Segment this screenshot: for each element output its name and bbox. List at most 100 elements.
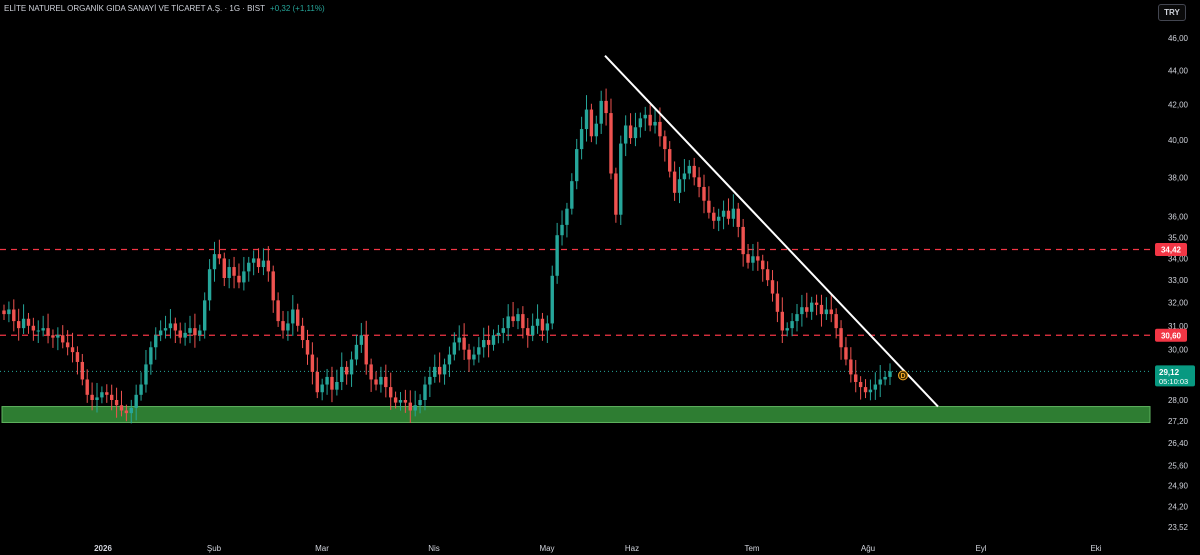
candle-body: [16, 321, 21, 329]
candle-body: [168, 323, 173, 329]
candle-body: [751, 256, 755, 263]
candle-body: [359, 335, 364, 345]
bar-countdown: 05:10:03: [1159, 377, 1188, 386]
candle-body: [477, 347, 481, 355]
candle-body: [398, 400, 403, 403]
candle-body: [2, 310, 6, 315]
candle-body: [51, 335, 55, 338]
candle-body: [834, 314, 838, 329]
candle-body: [286, 323, 290, 331]
candle-body: [340, 366, 344, 382]
candle-body: [70, 347, 75, 353]
candle-body: [619, 143, 623, 215]
candle-body: [716, 216, 721, 221]
y-tick-label: 38,00: [1168, 173, 1189, 182]
candle-body: [731, 208, 736, 219]
candle-body: [237, 275, 241, 283]
candle-body: [775, 293, 780, 312]
resistance-trendline: [604, 54, 939, 408]
candle-body: [795, 314, 799, 322]
candle-body: [403, 400, 408, 403]
candle-body: [188, 328, 192, 333]
candle-body: [251, 258, 256, 263]
candle-body: [85, 379, 89, 395]
candle-body: [805, 307, 809, 312]
candle-body: [560, 224, 564, 236]
candle-body: [844, 347, 848, 360]
y-tick-label: 26,40: [1168, 439, 1189, 448]
candle-body: [222, 258, 226, 278]
dividend-label: D: [900, 373, 905, 380]
candle-body: [589, 109, 594, 137]
candle-body: [555, 235, 559, 276]
candle-body: [687, 165, 692, 174]
candle-body: [109, 394, 114, 400]
y-tick-label: 25,60: [1168, 461, 1189, 470]
y-tick-label: 44,00: [1168, 66, 1189, 75]
candle-body: [594, 123, 598, 137]
x-tick-label: Şub: [207, 544, 222, 553]
candle-body: [526, 328, 530, 336]
candle-body: [178, 330, 182, 338]
support-zone: [1, 406, 1151, 423]
candle-body: [511, 316, 515, 322]
candle-body: [785, 328, 789, 331]
candle-body: [276, 300, 280, 322]
candle-body: [158, 330, 163, 336]
x-tick-label: Ağu: [861, 544, 875, 553]
candle-body: [570, 181, 574, 209]
y-tick-label: 32,00: [1168, 299, 1189, 308]
x-tick-label: Eki: [1090, 544, 1101, 553]
candle-body: [491, 335, 496, 345]
candle-body: [217, 254, 222, 259]
candle-body: [56, 335, 60, 338]
candle-body: [41, 328, 45, 331]
candle-body: [261, 260, 266, 268]
candle-body: [271, 271, 275, 301]
x-tick-label: Eyl: [975, 544, 986, 553]
candle-body: [486, 340, 491, 345]
candle-body: [482, 340, 486, 348]
candle-body: [100, 392, 104, 398]
level-price-tag: 34,42: [1155, 242, 1187, 256]
level-tag-label: 30,60: [1161, 331, 1182, 340]
candle-body: [770, 280, 775, 294]
candle-body: [266, 260, 271, 272]
candle-body: [26, 318, 31, 326]
candle-body: [119, 405, 124, 411]
candle-body: [198, 330, 202, 336]
candle-body: [697, 177, 701, 187]
candle-body: [702, 186, 706, 201]
dividend-marker: D: [898, 370, 908, 381]
candle-body: [658, 121, 662, 137]
y-tick-label: 40,00: [1168, 136, 1189, 145]
x-tick-label: Haz: [625, 544, 639, 553]
currency-button[interactable]: TRY: [1158, 4, 1186, 21]
candle-body: [344, 366, 349, 375]
candle-body: [193, 328, 197, 336]
candle-body: [599, 100, 603, 124]
candle-body: [393, 397, 398, 403]
candle-body: [452, 342, 457, 355]
candle-body: [516, 314, 520, 322]
candle-body: [819, 304, 824, 315]
candle-body: [202, 300, 207, 331]
candle-body: [349, 359, 354, 375]
candle-body: [183, 332, 187, 338]
candle-body: [207, 269, 212, 301]
candle-body: [888, 371, 892, 377]
candle-body: [212, 254, 217, 270]
candle-body: [384, 376, 388, 388]
symbol-header: ELİTE NATUREL ORGANİK GIDA SANAYİ VE TİC…: [4, 4, 325, 13]
candle-body: [447, 354, 452, 365]
candle-body: [154, 335, 158, 348]
candle-body: [296, 309, 300, 326]
y-tick-label: 36,00: [1168, 213, 1189, 222]
candle-body: [814, 302, 819, 305]
candle-body: [643, 114, 647, 119]
candle-body: [75, 352, 80, 362]
candle-body: [858, 381, 863, 388]
candle-body: [335, 381, 339, 390]
candle-body: [95, 397, 99, 400]
